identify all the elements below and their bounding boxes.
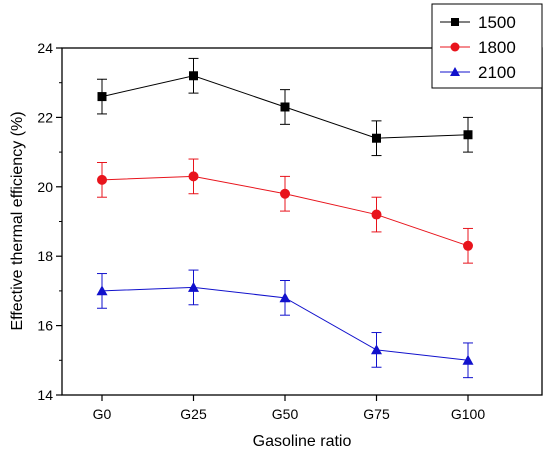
data-point <box>280 102 290 112</box>
data-point <box>189 71 198 81</box>
series-1800 <box>97 158 473 264</box>
x-tick-label: G75 <box>363 406 390 422</box>
legend-entries: 1500 1800 2100 <box>440 13 516 82</box>
data-point <box>371 209 382 220</box>
data-point <box>463 130 473 140</box>
y-tick-label: 24 <box>37 40 53 56</box>
y-axis-label: Effective thermal efficiency (%) <box>9 111 26 330</box>
data-point <box>188 281 199 292</box>
legend-label: 2100 <box>478 63 516 82</box>
y-tick-label: 16 <box>37 318 53 334</box>
data-point <box>97 174 107 185</box>
legend: 1500 1800 2100 <box>431 3 543 89</box>
x-tick-label: G0 <box>93 406 112 422</box>
x-tick-label: G25 <box>180 406 207 422</box>
y-tick-label: 14 <box>37 387 53 403</box>
legend-marker <box>450 67 460 76</box>
data-point <box>188 171 199 182</box>
series-2100 <box>96 269 474 379</box>
data-point <box>462 354 474 365</box>
data-point <box>96 285 108 296</box>
x-tick-label: G100 <box>451 406 485 422</box>
axis-layer: 14 16 18 20 22 24 G0 G25 G50 G75 G100 <box>37 40 485 422</box>
x-axis-label: Gasoline ratio <box>253 433 352 450</box>
data-point <box>463 240 473 251</box>
legend-label: 1500 <box>478 13 516 32</box>
legend-frame <box>431 3 543 89</box>
legend-marker <box>450 42 460 52</box>
legend-label: 1800 <box>478 38 516 57</box>
data-point <box>372 133 381 143</box>
y-tick-label: 22 <box>37 109 53 125</box>
data-point <box>280 188 290 199</box>
series-1500 <box>97 57 473 157</box>
data-point <box>97 92 107 102</box>
legend-marker <box>451 18 459 26</box>
x-tick-label: G50 <box>272 406 299 422</box>
data-point <box>279 292 291 303</box>
y-tick-label: 20 <box>37 179 53 195</box>
series-layer <box>96 57 474 379</box>
data-point <box>371 344 382 355</box>
y-tick-label: 18 <box>37 248 53 264</box>
